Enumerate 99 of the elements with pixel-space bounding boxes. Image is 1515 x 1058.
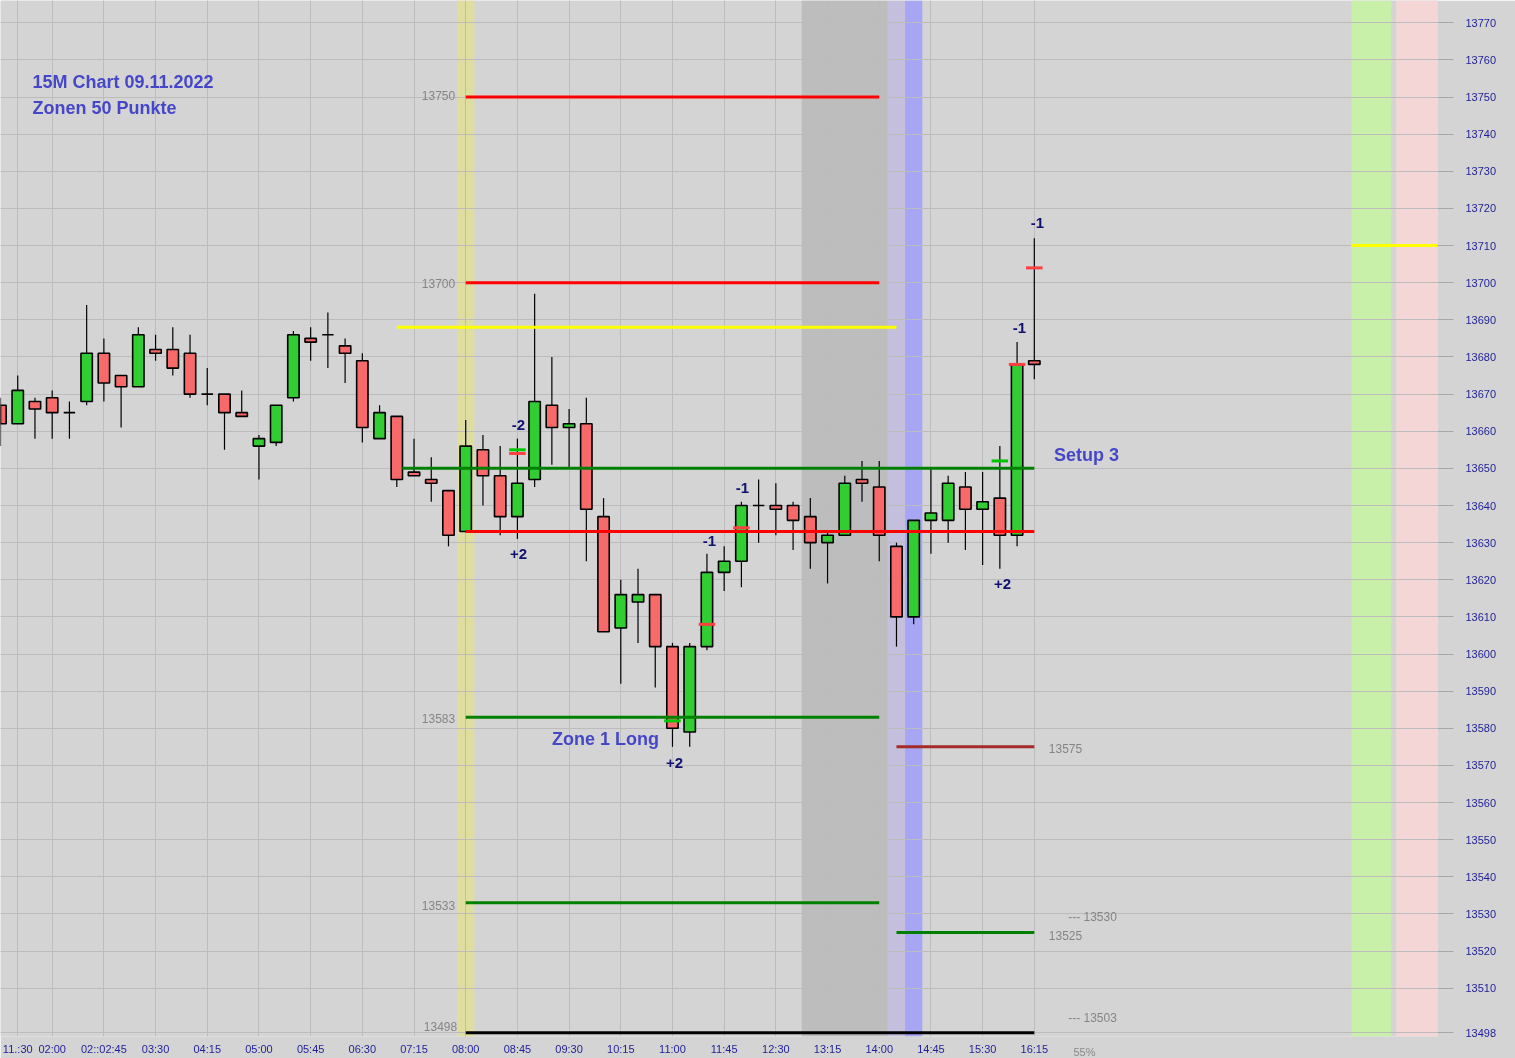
y-tick-label: 13710 <box>1465 239 1497 252</box>
candlestick <box>252 434 266 481</box>
y-tick-label: 13770 <box>1465 16 1497 29</box>
candlestick <box>545 356 559 466</box>
annotation: Zone 1 Long <box>552 728 660 749</box>
y-tick-label: 13600 <box>1465 648 1497 661</box>
y-tick-label: 13640 <box>1465 499 1497 512</box>
candlestick <box>821 530 835 585</box>
annotation: -1 <box>702 531 717 549</box>
candlestick <box>752 478 766 544</box>
y-tick-label: 13650 <box>1465 462 1497 475</box>
x-tick-label: 10:15 <box>607 1042 635 1055</box>
x-tick-label: 02::02:45 <box>80 1042 127 1055</box>
candlestick <box>631 568 645 644</box>
y-tick-label: 13550 <box>1465 833 1497 846</box>
x-tick-label: 06:30 <box>348 1042 377 1055</box>
annotation: 13533 <box>421 899 456 913</box>
x-tick-label: 09:30 <box>555 1042 583 1055</box>
candlestick <box>407 438 421 477</box>
y-tick-label: 13730 <box>1465 165 1497 178</box>
candlestick <box>62 400 76 440</box>
x-tick-label: 08:00 <box>451 1042 480 1055</box>
candlestick <box>424 456 438 503</box>
annotation: 13750 <box>421 89 456 103</box>
candlestick <box>924 467 938 555</box>
y-tick-label: 13520 <box>1465 945 1497 958</box>
annotation: --- 13530 <box>1068 909 1118 924</box>
y-tick-label: 13610 <box>1465 610 1497 623</box>
y-tick-label: 13670 <box>1465 388 1497 401</box>
candlestick <box>235 389 249 418</box>
annotation: -1 <box>1030 213 1045 231</box>
x-tick-label: 15:30 <box>968 1042 997 1055</box>
y-tick-label: 13540 <box>1465 870 1497 883</box>
annotation: 13583 <box>421 712 456 726</box>
x-tick-label: 14:00 <box>865 1042 894 1055</box>
x-tick-label: 07:15 <box>400 1042 428 1055</box>
candlestick <box>958 471 972 551</box>
y-tick-label: 13760 <box>1465 53 1497 66</box>
candlestick <box>338 337 352 384</box>
candlestick <box>218 393 231 451</box>
x-tick-label: 04:15 <box>193 1042 222 1055</box>
annotation: 13525 <box>1048 929 1083 943</box>
candlestick <box>786 501 800 551</box>
y-tick-label: 13498 <box>1465 1026 1497 1039</box>
annotation: +2 <box>993 574 1012 592</box>
annotation: Setup 3 <box>1053 444 1120 465</box>
x-tick-label: 03:30 <box>141 1042 170 1055</box>
candlestick <box>114 374 128 429</box>
candlestick <box>717 545 731 592</box>
annotation: +2 <box>665 753 684 771</box>
y-tick-label: 13580 <box>1465 722 1497 735</box>
x-tick-label: 14:45 <box>917 1042 945 1055</box>
x-tick-label: 11:00 <box>659 1042 686 1055</box>
candlestick <box>304 326 318 362</box>
x-tick-label: 12:30 <box>762 1042 790 1055</box>
y-tick-label: 13590 <box>1465 685 1497 698</box>
x-tick-label: 11.:30 <box>2 1042 33 1055</box>
x-tick-label: 05:00 <box>245 1042 273 1055</box>
annotation: 13700 <box>421 277 456 291</box>
text: 15M Chart 09.11.2022 <box>32 71 214 92</box>
candlestick <box>28 397 42 440</box>
y-tick-label: 13630 <box>1465 536 1497 549</box>
x-tick-label: 02:00 <box>38 1042 66 1055</box>
candlestick <box>976 471 990 566</box>
annotation: -2 <box>511 415 526 433</box>
candlestick <box>562 408 576 469</box>
x-tick-label: 13:15 <box>813 1042 842 1055</box>
annotation: -1 <box>1012 318 1027 336</box>
y-tick-label: 13740 <box>1465 128 1497 141</box>
candlestick <box>45 389 59 440</box>
x-tick-label: 16:15 <box>1020 1042 1049 1055</box>
annotation: -1 <box>735 478 750 496</box>
text: 55% <box>1073 1045 1096 1058</box>
x-tick-label: 08:45 <box>503 1042 532 1055</box>
annotation: +2 <box>509 544 528 562</box>
x-tick-label: 05:45 <box>296 1042 325 1055</box>
y-tick-label: 13750 <box>1465 91 1497 104</box>
annotation: 13575 <box>1048 742 1083 756</box>
y-tick-label: 13720 <box>1465 202 1497 215</box>
x-tick-label: 11:45 <box>710 1042 738 1055</box>
annotation: 13498 <box>423 1020 458 1034</box>
candlestick <box>855 460 869 503</box>
y-tick-label: 13700 <box>1465 276 1497 289</box>
candlestick <box>200 367 214 406</box>
y-tick-label: 13680 <box>1465 350 1497 363</box>
y-tick-label: 13570 <box>1465 759 1497 772</box>
candlestick <box>166 326 180 377</box>
y-tick-label: 13690 <box>1465 313 1497 326</box>
candlestick <box>149 334 163 362</box>
text: Zonen 50 Punkte <box>32 97 177 118</box>
candlestick <box>1027 237 1041 380</box>
y-tick-label: 13510 <box>1465 982 1497 995</box>
y-tick-label: 13530 <box>1465 907 1497 920</box>
y-tick-label: 13560 <box>1465 796 1497 809</box>
candlestick <box>321 311 335 369</box>
annotation: --- 13503 <box>1068 1010 1118 1025</box>
candlestick <box>769 482 783 536</box>
y-tick-label: 13660 <box>1465 425 1497 438</box>
y-tick-label: 13620 <box>1465 573 1497 586</box>
